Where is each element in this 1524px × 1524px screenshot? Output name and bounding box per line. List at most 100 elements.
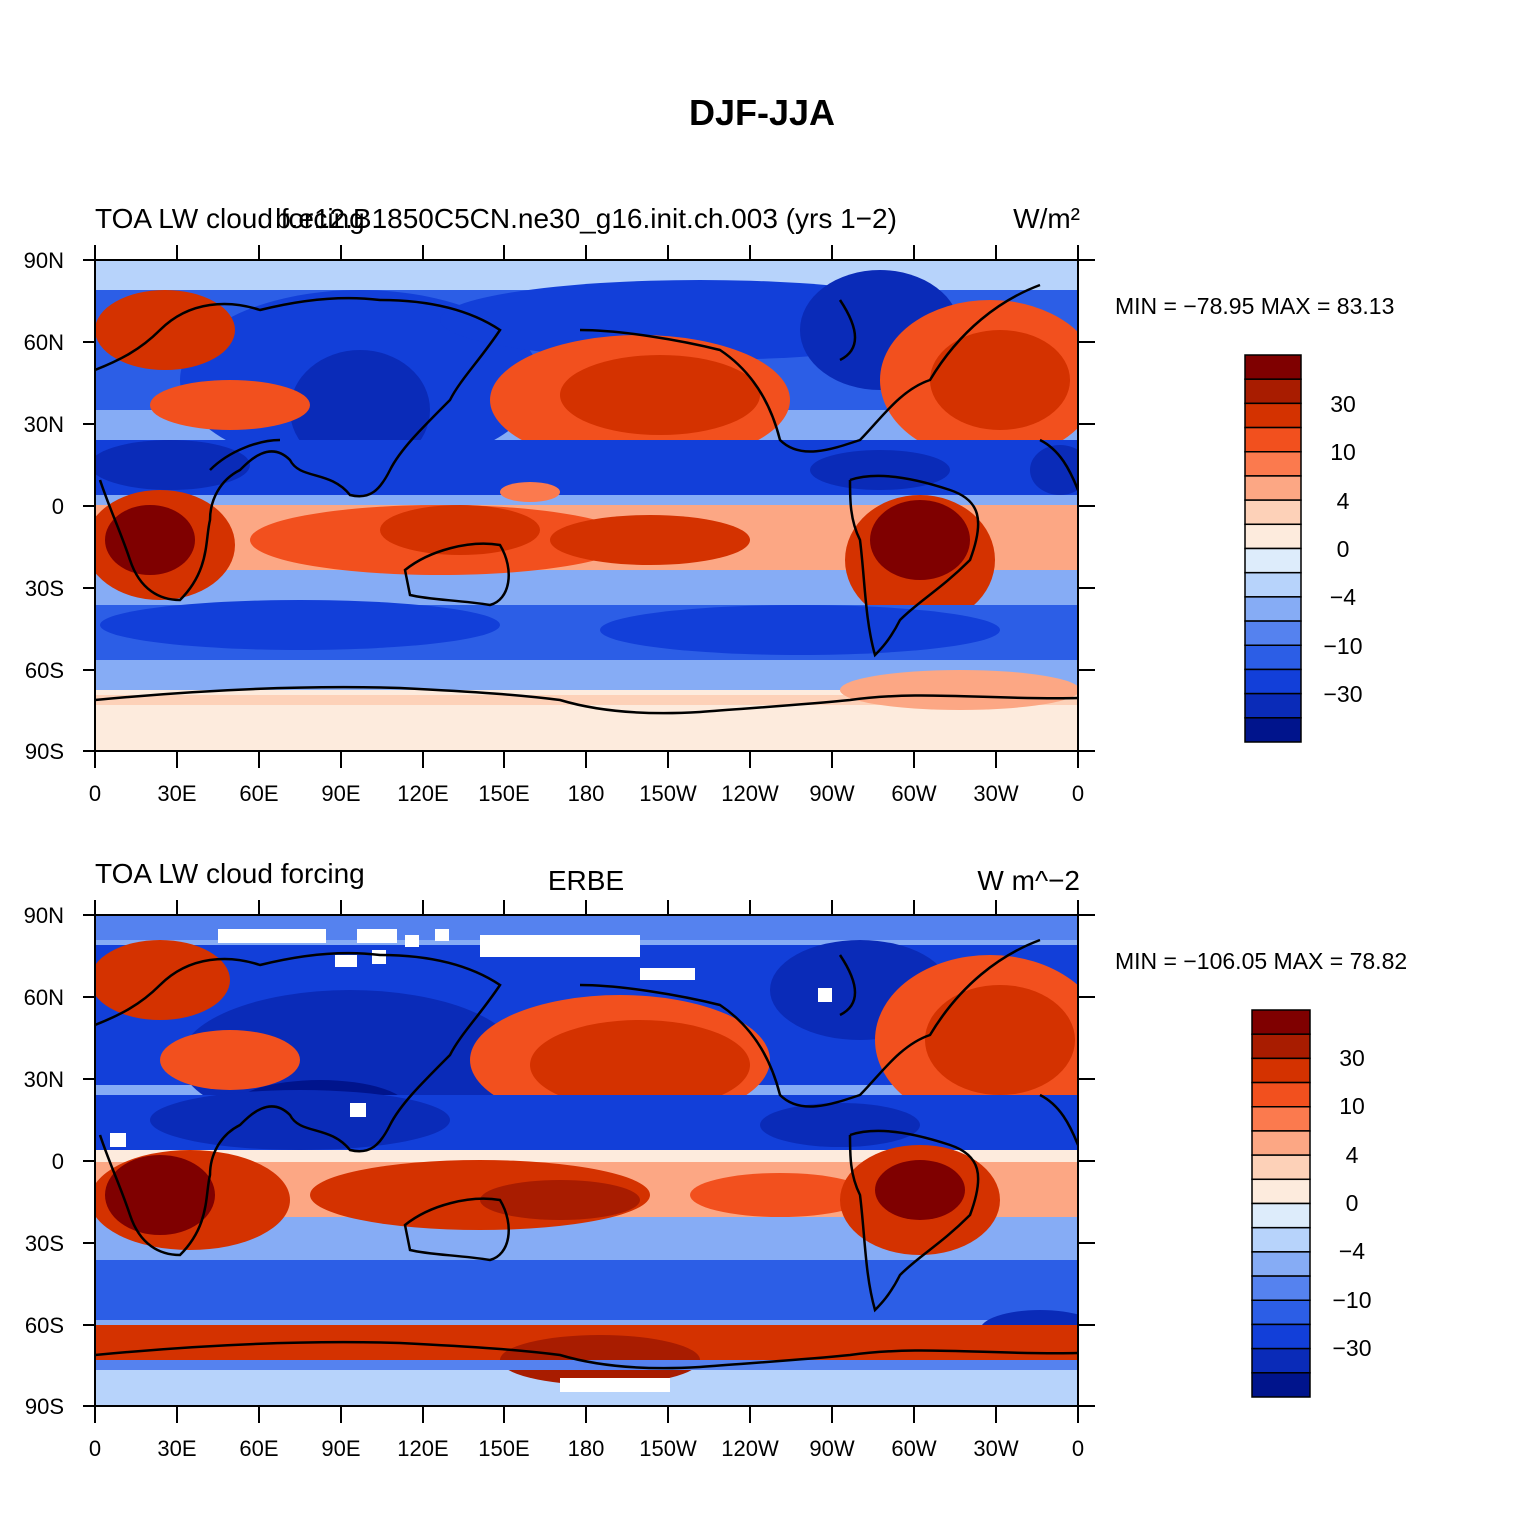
panel2-lat-axis: 90N 60N 30N 0 30S 60S 90S [24, 903, 1095, 1419]
panel2-colorbar-label: 30 [1339, 1045, 1365, 1071]
panel1-colorbar-label: 0 [1337, 536, 1350, 562]
panel2-lon-label: 0 [89, 1436, 101, 1461]
panel1-colorbar-swatch [1244, 354, 1302, 380]
panel2-lon-label: 180 [568, 1436, 605, 1461]
panel2-colorbar-swatch [1251, 1347, 1311, 1374]
panel2-colorbar-label: 0 [1346, 1190, 1359, 1216]
panel1-colorbar-swatch [1244, 692, 1302, 719]
panel2-lat-label: 0 [52, 1149, 64, 1174]
panel1-case-title: b.e12.B1850C5CN.ne30_g16.init.ch.003 (yr… [275, 203, 897, 234]
panel1-lon-label: 120W [721, 781, 779, 806]
panel1-colorbar-label: −4 [1330, 584, 1356, 610]
panel2-min-max: MIN = −106.05 MAX = 78.82 [1115, 948, 1407, 974]
panel1-lon-label: 60E [239, 781, 278, 806]
panel1-colorbar-swatch [1244, 451, 1302, 477]
panel2-colorbar-swatch [1251, 1178, 1311, 1205]
panel1-map-field [95, 260, 1078, 751]
panel1-colorbar [1244, 354, 1302, 743]
panel1-colorbar-swatch [1244, 668, 1302, 695]
panel2-colorbar-swatch [1251, 1057, 1311, 1084]
panel2-lon-label: 120W [721, 1436, 779, 1461]
panel2-colorbar [1251, 1009, 1311, 1398]
panel2-colorbar-swatch [1251, 1202, 1311, 1229]
panel1-lon-label: 90E [321, 781, 360, 806]
panel1-colorbar-swatch [1244, 717, 1302, 743]
panel2-lon-label: 60E [239, 1436, 278, 1461]
panel2-colorbar-swatch [1251, 1275, 1311, 1302]
panel2-colorbar-swatch [1251, 1323, 1311, 1350]
panel2-colorbar-swatch [1251, 1154, 1311, 1181]
panel1-lat-label: 30S [25, 576, 64, 601]
panel2-colorbar-label: −10 [1332, 1287, 1371, 1313]
panel2-lon-label: 150W [639, 1436, 697, 1461]
panel2-lon-label: 30E [157, 1436, 196, 1461]
panel1-colorbar-swatch [1244, 475, 1302, 501]
panel2-units: W m^−2 [977, 865, 1080, 896]
panel1-lon-label: 60W [891, 781, 936, 806]
panel1-min-max: MIN = −78.95 MAX = 83.13 [1115, 293, 1394, 319]
panel1-colorbar-swatch [1244, 523, 1302, 550]
panel1-units: W/m² [1013, 203, 1080, 234]
panel1-colorbar-swatch [1244, 620, 1302, 646]
panel2-lat-label: 30N [24, 1067, 64, 1092]
panel2-left-title: TOA LW cloud forcing [95, 858, 365, 889]
panel2-colorbar-label: 10 [1339, 1093, 1365, 1119]
panel2-colorbar-label: −4 [1339, 1238, 1365, 1264]
panel1-lon-label: 0 [89, 781, 101, 806]
panel1-lon-label: 150W [639, 781, 697, 806]
panel1-lon-label: 180 [568, 781, 605, 806]
panel2-source-title: ERBE [548, 865, 624, 896]
panel1-lon-label: 90W [809, 781, 854, 806]
panel2-colorbar-label: 4 [1346, 1142, 1359, 1168]
panel2-colorbar-swatch [1251, 1372, 1311, 1398]
panel2-colorbar-swatch [1251, 1081, 1311, 1108]
panel2-colorbar-swatch [1251, 1106, 1311, 1132]
panel1-colorbar-label: −30 [1323, 681, 1362, 707]
panel1-colorbar-label: 10 [1330, 439, 1356, 465]
panel2-colorbar-label: −30 [1332, 1335, 1371, 1361]
panel2-colorbar-labels: 30 10 4 0 −4 −10 −30 [1332, 1045, 1371, 1361]
panel1-coastlines [95, 283, 1078, 715]
panel1-colorbar-swatch [1244, 499, 1302, 526]
model-panel: TOA LW cloud forcing b.e12.B1850C5CN.ne3… [24, 203, 1395, 806]
panel2-lon-label: 90E [321, 1436, 360, 1461]
panel2-colorbar-swatch [1251, 1226, 1311, 1253]
panel1-lon-label: 120E [397, 781, 448, 806]
panel2-colorbar-swatch [1251, 1251, 1311, 1277]
panel2-lon-axis: 0 30E 60E 90E 120E 150E 180 150W 120W 90… [89, 900, 1084, 1461]
panel1-lat-axis: 90N 60N 30N 0 30S 60S 90S [24, 248, 1095, 764]
panel2-colorbar-swatch [1251, 1130, 1311, 1156]
panel2-lon-label: 60W [891, 1436, 936, 1461]
panel1-colorbar-labels: 30 10 4 0 −4 −10 −30 [1323, 391, 1362, 707]
panel2-lat-label: 30S [25, 1231, 64, 1256]
panel2-lat-label: 90N [24, 903, 64, 928]
panel2-lon-label: 90W [809, 1436, 854, 1461]
panel1-colorbar-swatch [1244, 426, 1302, 453]
panel2-colorbar-swatch [1251, 1299, 1311, 1326]
panel2-lon-label: 0 [1072, 1436, 1084, 1461]
panel1-lon-label: 150E [478, 781, 529, 806]
panel1-lat-label: 90N [24, 248, 64, 273]
panel1-lat-label: 0 [52, 494, 64, 519]
panel1-lon-label: 0 [1072, 781, 1084, 806]
panel1-lon-label: 30W [973, 781, 1018, 806]
panel2-colorbar-swatch [1251, 1009, 1311, 1035]
panel2-lon-label: 150E [478, 1436, 529, 1461]
panel2-lon-label: 30W [973, 1436, 1018, 1461]
panel2-lat-label: 60S [25, 1313, 64, 1338]
observation-panel: TOA LW cloud forcing ERBE W m^−2 [24, 858, 1408, 1461]
panel1-left-title: TOA LW cloud forcing [95, 203, 365, 234]
panel1-lat-label: 30N [24, 412, 64, 437]
panel1-lon-label: 30E [157, 781, 196, 806]
panel1-colorbar-swatch [1244, 402, 1302, 429]
panel2-colorbar-swatch [1251, 1033, 1311, 1060]
panel1-lat-label: 60N [24, 330, 64, 355]
panel1-colorbar-swatch [1244, 378, 1302, 405]
panel1-colorbar-label: −10 [1323, 633, 1362, 659]
panel1-colorbar-label: 30 [1330, 391, 1356, 417]
panel1-colorbar-swatch [1244, 571, 1302, 598]
panel2-coastlines [95, 938, 1078, 1370]
panel2-lat-label: 90S [25, 1394, 64, 1419]
panel1-colorbar-swatch [1244, 596, 1302, 622]
